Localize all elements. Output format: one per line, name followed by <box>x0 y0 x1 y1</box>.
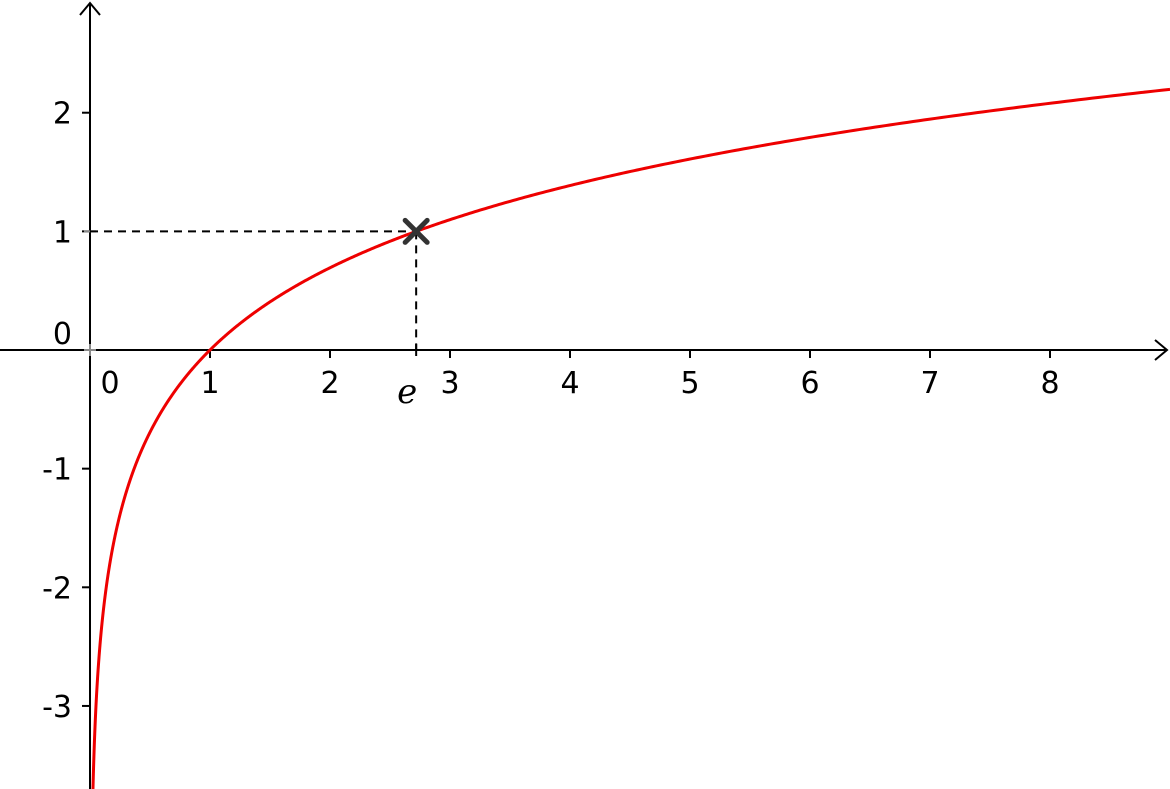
x-tick-label: 8 <box>1040 366 1059 401</box>
y-tick-label: -1 <box>42 453 72 488</box>
y-tick-label: -3 <box>42 690 72 725</box>
x-tick-label: 4 <box>560 366 579 401</box>
x-tick-label: 3 <box>440 366 459 401</box>
curve-layer <box>91 87 1170 789</box>
guide-lines <box>90 230 418 351</box>
x-tick-label: 6 <box>800 366 819 401</box>
marker-layer <box>402 217 430 245</box>
point-marker-stroke <box>402 217 430 245</box>
ln-curve <box>91 87 1170 789</box>
y-tick-label: 1 <box>53 215 72 250</box>
y-tick-label: 2 <box>53 97 72 132</box>
x-tick-label: 2 <box>320 366 339 401</box>
e-label: e <box>397 372 417 412</box>
x-tick-label: 5 <box>680 366 699 401</box>
tick-labels: 0 1 2 3 4 5 6 7 8 -3 -2 -1 1 2 0 e <box>42 97 1059 725</box>
y-tick-label: -2 <box>42 571 72 606</box>
x-tick-label: 0 <box>100 366 119 401</box>
ticks <box>82 111 1051 707</box>
y-axis-arrow <box>79 1 101 16</box>
origin-y-label: 0 <box>53 317 72 352</box>
x-tick-label: 1 <box>200 366 219 401</box>
x-axis-arrow <box>1154 339 1169 361</box>
x-tick-label: 7 <box>920 366 939 401</box>
